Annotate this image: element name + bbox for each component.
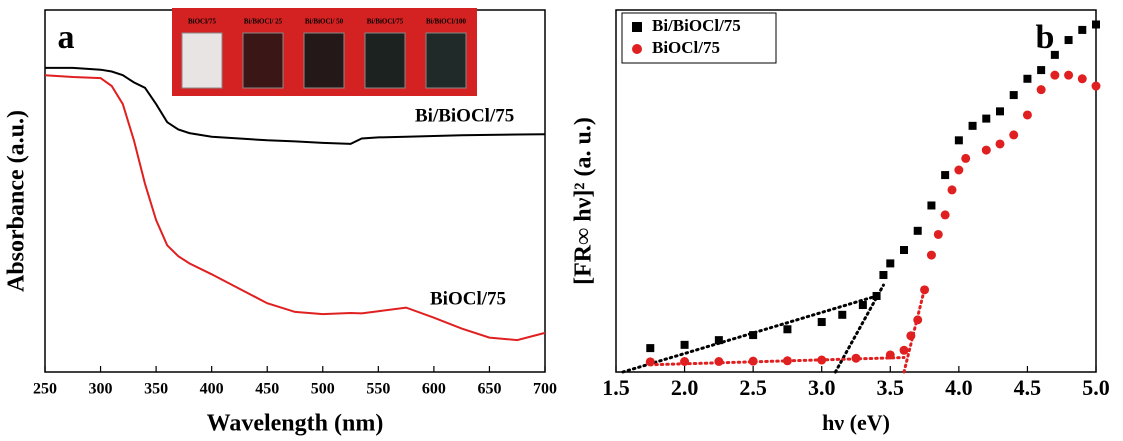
x-tick-label: 300	[89, 381, 113, 398]
data-point	[783, 356, 792, 365]
x-axis-label: hν (eV)	[822, 410, 890, 435]
data-point	[852, 354, 861, 363]
data-point	[1051, 51, 1059, 59]
data-point	[838, 311, 846, 319]
x-tick-label: 350	[144, 381, 168, 398]
inset-vial	[426, 33, 466, 88]
inset-vial	[304, 33, 344, 88]
data-point	[920, 285, 929, 294]
data-point	[1065, 36, 1073, 44]
inset-label: Bi/BiOCl/75	[367, 18, 404, 26]
inset-label: Bi/BiOCl/ 25	[244, 18, 283, 26]
panel: 1.5 2.0 2.5 3.0 3.5 4.0 4.5 5.0 hν (eV) [FR∞ hν]²…	[571, 10, 1110, 435]
data-point	[1078, 26, 1086, 34]
data-point	[1037, 85, 1046, 94]
data-point	[1009, 130, 1018, 139]
data-point	[1023, 75, 1031, 83]
data-point	[927, 201, 935, 209]
data-point	[900, 346, 909, 355]
data-point	[914, 227, 922, 235]
data-point	[680, 357, 689, 366]
inset-vial	[182, 33, 222, 88]
x-tick-label: 500	[311, 381, 335, 398]
data-point	[886, 350, 895, 359]
data-point	[961, 154, 970, 163]
inset-label: Bi/BiOCl/100	[426, 18, 467, 26]
data-point	[873, 292, 881, 300]
data-point	[886, 259, 894, 267]
data-point	[1037, 66, 1045, 74]
data-point	[1092, 20, 1100, 28]
x-tick-label: 450	[255, 381, 279, 398]
x-tick-label: 250	[33, 381, 57, 398]
x-tick-label: 700	[533, 381, 557, 398]
y-axis-label: [FR∞ hν]² (a. u.)	[571, 117, 597, 285]
legend-marker	[632, 44, 642, 54]
x-tick-label: 1.5	[602, 375, 630, 400]
data-point	[646, 344, 654, 352]
x-tick-label: 3.0	[808, 375, 836, 400]
data-point	[1078, 74, 1087, 83]
figure: 250 300 350 400 450 500 550 600 650 700 Wavelength…	[0, 0, 1123, 441]
series-label: Bi/BiOCl/75	[415, 105, 514, 126]
data-point	[955, 136, 963, 144]
data-point	[783, 325, 791, 333]
data-point	[948, 185, 957, 194]
data-point	[982, 146, 991, 155]
data-point	[913, 315, 922, 324]
x-tick-label: 4.5	[1014, 375, 1042, 400]
x-tick-label: 550	[366, 381, 390, 398]
data-point	[996, 107, 1004, 115]
data-point	[1064, 71, 1073, 80]
tangent-line	[904, 289, 925, 372]
data-point	[941, 171, 949, 179]
inset-vial	[243, 33, 283, 88]
x-tick-label: 400	[200, 381, 224, 398]
legend-label: Bi/BiOCl/75	[652, 16, 741, 35]
legend-marker	[632, 22, 642, 32]
data-point	[954, 166, 963, 175]
inset-vial	[365, 33, 405, 88]
data-point	[646, 357, 655, 366]
data-point	[859, 301, 867, 309]
data-point	[817, 356, 826, 365]
data-point	[749, 357, 758, 366]
data-point	[927, 251, 936, 260]
plot-frame	[616, 10, 1096, 372]
panel: 250 300 350 400 450 500 550 600 650 700 Wavelength…	[4, 8, 558, 437]
legend-label: BiOCl/75	[652, 38, 720, 57]
data-point	[1010, 91, 1018, 99]
data-point	[996, 139, 1005, 148]
data-point	[1050, 71, 1059, 80]
x-tick-label: 600	[422, 381, 446, 398]
data-point	[969, 122, 977, 130]
data-point	[934, 230, 943, 239]
x-tick-label: 2.0	[671, 375, 699, 400]
data-point	[1092, 82, 1101, 91]
data-point	[681, 341, 689, 349]
x-tick-label: 4.0	[945, 375, 973, 400]
data-point	[982, 115, 990, 123]
x-tick-label: 650	[477, 381, 501, 398]
data-point	[900, 246, 908, 254]
data-point	[879, 271, 887, 279]
x-axis-label: Wavelength (nm)	[207, 411, 384, 437]
data-point	[714, 357, 723, 366]
panel-label: b	[1036, 19, 1055, 56]
x-tick-label: 5.0	[1082, 375, 1110, 400]
data-point	[749, 331, 757, 339]
data-point	[906, 331, 915, 340]
x-tick-label: 2.5	[739, 375, 767, 400]
data-point	[818, 318, 826, 326]
x-tick-label: 3.5	[877, 375, 905, 400]
data-point	[941, 210, 950, 219]
data-point	[1023, 110, 1032, 119]
series-label: BiOCl/75	[430, 288, 506, 309]
inset-label: Bi/BiOCl/ 50	[305, 18, 344, 26]
data-point	[715, 336, 723, 344]
inset-label: BiOCl/75	[188, 18, 217, 26]
y-axis-label: Absorbance (a.u.)	[4, 110, 30, 292]
panel-label: a	[58, 19, 75, 56]
